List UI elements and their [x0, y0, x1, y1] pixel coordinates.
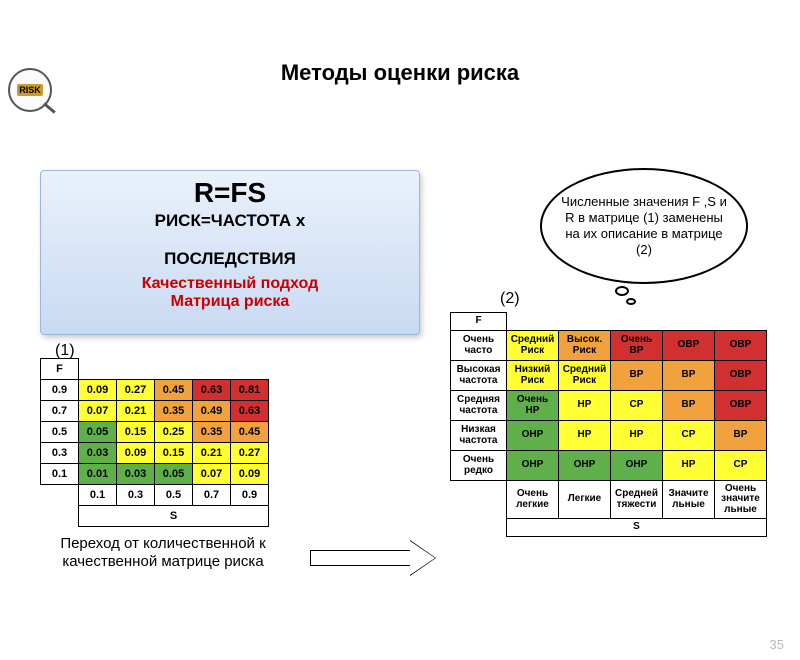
risk-cell: 0.07 [193, 464, 231, 485]
severity-label: Оченьлегкие [507, 481, 559, 519]
caption-1: Переход от количественной к качественной… [18, 535, 308, 571]
formula-sub2: ПОСЛЕДСТВИЯ [41, 249, 419, 269]
risk-cell: НР [559, 391, 611, 421]
risk-cell: 0.27 [231, 443, 269, 464]
risk-cell: ОченьВР [611, 331, 663, 361]
severity-label: Среднейтяжести [611, 481, 663, 519]
risk-cell: ОВР [715, 361, 767, 391]
magnifier-handle [43, 102, 56, 113]
page-title: Методы оценки риска [0, 60, 800, 86]
risk-cell: СР [611, 391, 663, 421]
risk-cell: 0.45 [231, 422, 269, 443]
risk-cell: 0.35 [155, 401, 193, 422]
risk-cell: 0.15 [117, 422, 155, 443]
risk-cell: 0.09 [117, 443, 155, 464]
risk-cell: 0.21 [117, 401, 155, 422]
risk-cell: ОВР [715, 391, 767, 421]
page-number: 35 [770, 637, 784, 652]
risk-cell: НизкийРиск [507, 361, 559, 391]
risk-cell: ВР [715, 421, 767, 451]
risk-cell: 0.63 [193, 380, 231, 401]
risk-cell: ВР [663, 391, 715, 421]
risk-cell: СР [663, 421, 715, 451]
freq-label: Средняячастота [451, 391, 507, 421]
risk-cell: 0.49 [193, 401, 231, 422]
risk-cell: СР [715, 451, 767, 481]
axis-f: F [451, 313, 507, 331]
risk-cell: ОНР [611, 451, 663, 481]
risk-cell: 0.05 [155, 464, 193, 485]
risk-cell: 0.63 [231, 401, 269, 422]
formula-main: R=FS [41, 177, 419, 209]
risk-cell: ОНР [507, 451, 559, 481]
freq-label: Низкаячастота [451, 421, 507, 451]
label-2: (2) [500, 290, 520, 308]
f-value: 0.1 [41, 464, 79, 485]
f-value: 0.3 [41, 443, 79, 464]
risk-cell: СреднийРиск [559, 361, 611, 391]
risk-cell: ОНР [507, 421, 559, 451]
risk-cell: 0.09 [79, 380, 117, 401]
risk-cell: 0.01 [79, 464, 117, 485]
bubble-text: Численные значения F ,S и R в матрице (1… [560, 194, 728, 259]
freq-label: Высокаячастота [451, 361, 507, 391]
risk-cell: 0.05 [79, 422, 117, 443]
risk-logo-text: RISK [17, 84, 43, 96]
bubble-tail [626, 298, 636, 305]
risk-cell: ОВР [715, 331, 767, 361]
risk-cell: 0.25 [155, 422, 193, 443]
qualitative-matrix: FОченьчастоСреднийРискВысок.РискОченьВРО… [450, 312, 767, 537]
risk-cell: НР [559, 421, 611, 451]
formula-red1: Качественный подход [41, 275, 419, 293]
severity-label: Значительные [663, 481, 715, 519]
axis-s: S [79, 506, 269, 527]
risk-cell: 0.27 [117, 380, 155, 401]
formula-box: R=FS РИСК=ЧАСТОТА х ПОСЛЕДСТВИЯ Качестве… [40, 170, 420, 335]
thought-bubble: Численные значения F ,S и R в матрице (1… [540, 168, 748, 284]
risk-cell: ОВР [663, 331, 715, 361]
risk-cell: НР [611, 421, 663, 451]
f-value: 0.7 [41, 401, 79, 422]
quantitative-matrix: F0.90.090.270.450.630.810.70.070.210.350… [40, 358, 269, 527]
s-value: 0.5 [155, 485, 193, 506]
s-value: 0.1 [79, 485, 117, 506]
risk-cell: НР [663, 451, 715, 481]
risk-cell: СреднийРиск [507, 331, 559, 361]
risk-cell: 0.03 [117, 464, 155, 485]
axis-f: F [41, 359, 79, 380]
risk-cell: ОНР [559, 451, 611, 481]
risk-cell: ВР [611, 361, 663, 391]
risk-cell: 0.81 [231, 380, 269, 401]
f-value: 0.5 [41, 422, 79, 443]
risk-cell: 0.09 [231, 464, 269, 485]
risk-cell: 0.15 [155, 443, 193, 464]
severity-label: Оченьзначительные [715, 481, 767, 519]
risk-cell: 0.03 [79, 443, 117, 464]
risk-cell: 0.45 [155, 380, 193, 401]
formula-red2: Матрица риска [41, 293, 419, 311]
freq-label: Оченьредко [451, 451, 507, 481]
s-value: 0.9 [231, 485, 269, 506]
bubble-tail [615, 286, 629, 296]
risk-cell: 0.07 [79, 401, 117, 422]
risk-cell: 0.35 [193, 422, 231, 443]
risk-cell: ОченьНР [507, 391, 559, 421]
severity-label: Легкие [559, 481, 611, 519]
risk-cell: 0.21 [193, 443, 231, 464]
risk-cell: ВР [663, 361, 715, 391]
formula-sub1: РИСК=ЧАСТОТА х [41, 211, 419, 231]
f-value: 0.9 [41, 380, 79, 401]
risk-cell: Высок.Риск [559, 331, 611, 361]
s-value: 0.3 [117, 485, 155, 506]
s-value: 0.7 [193, 485, 231, 506]
freq-label: Оченьчасто [451, 331, 507, 361]
axis-s: S [507, 519, 767, 537]
arrow-icon [310, 540, 440, 576]
